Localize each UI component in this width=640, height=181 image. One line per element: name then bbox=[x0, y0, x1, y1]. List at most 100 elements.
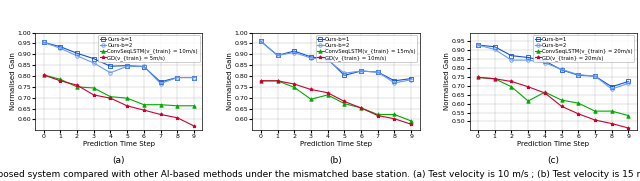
ConvSeqLSTM(v_{train} = 20m/s) bbox=[591, 110, 599, 112]
Ours-b=2 bbox=[291, 51, 298, 54]
Ours-b=2 bbox=[307, 57, 315, 59]
Ours-b=1 bbox=[591, 75, 599, 77]
GD(v_{train} = 5m/s) bbox=[140, 109, 148, 111]
GD(v_{train} = 5m/s) bbox=[106, 97, 114, 99]
ConvSeqLSTM(v_{train} = 10m/s) bbox=[106, 96, 114, 98]
ConvSeqLSTM(v_{train} = 15m/s) bbox=[390, 113, 398, 115]
Ours-b=2 bbox=[474, 44, 482, 46]
GD(v_{train} = 10m/s) bbox=[324, 92, 332, 94]
GD(v_{train} = 20m/s) bbox=[558, 105, 566, 107]
Ours-b=1 bbox=[56, 46, 64, 48]
ConvSeqLSTM(v_{train} = 20m/s) bbox=[575, 102, 582, 104]
ConvSeqLSTM(v_{train} = 10m/s) bbox=[173, 105, 181, 107]
GD(v_{train} = 20m/s) bbox=[508, 80, 515, 83]
Legend: Ours-b=1, Ours-b=2, ConvSeqLSTM(v_{train} = 10m/s), GD(v_{train} = 5m/s): Ours-b=1, Ours-b=2, ConvSeqLSTM(v_{train… bbox=[99, 35, 200, 62]
Ours-b=1 bbox=[73, 52, 81, 54]
Ours-b=2 bbox=[173, 76, 181, 79]
Ours-b=1 bbox=[40, 41, 47, 43]
Line: Ours-b=2: Ours-b=2 bbox=[476, 43, 630, 91]
ConvSeqLSTM(v_{train} = 10m/s) bbox=[140, 104, 148, 106]
Ours-b=1 bbox=[291, 50, 298, 52]
Ours-b=2 bbox=[73, 55, 81, 57]
Ours-b=2 bbox=[541, 62, 548, 64]
Ours-b=2 bbox=[324, 59, 332, 61]
Line: ConvSeqLSTM(v_{train} = 20m/s): ConvSeqLSTM(v_{train} = 20m/s) bbox=[476, 76, 630, 117]
Line: Ours-b=2: Ours-b=2 bbox=[42, 41, 196, 85]
ConvSeqLSTM(v_{train} = 20m/s) bbox=[625, 115, 632, 117]
Ours-b=2 bbox=[374, 71, 381, 73]
X-axis label: Prediction Time Step: Prediction Time Step bbox=[83, 141, 155, 147]
Legend: Ours-b=1, Ours-b=2, ConvSeqLSTM(v_{train} = 15m/s), GD(v_{train} = 10m/s): Ours-b=1, Ours-b=2, ConvSeqLSTM(v_{train… bbox=[316, 35, 417, 62]
Text: (c): (c) bbox=[547, 156, 559, 165]
Ours-b=2 bbox=[408, 79, 415, 81]
ConvSeqLSTM(v_{train} = 15m/s) bbox=[374, 113, 381, 115]
Line: Ours-b=1: Ours-b=1 bbox=[476, 43, 630, 89]
Ours-b=1 bbox=[190, 76, 198, 79]
GD(v_{train} = 5m/s) bbox=[157, 113, 164, 115]
Line: GD(v_{train} = 20m/s): GD(v_{train} = 20m/s) bbox=[476, 76, 630, 130]
GD(v_{train} = 20m/s) bbox=[491, 78, 499, 80]
GD(v_{train} = 5m/s) bbox=[56, 80, 64, 82]
Y-axis label: Normalised Gain: Normalised Gain bbox=[444, 52, 451, 110]
Ours-b=2 bbox=[340, 72, 348, 74]
GD(v_{train} = 20m/s) bbox=[608, 123, 616, 125]
ConvSeqLSTM(v_{train} = 15m/s) bbox=[357, 107, 365, 109]
Ours-b=1 bbox=[124, 64, 131, 67]
Ours-b=2 bbox=[608, 88, 616, 90]
Ours-b=1 bbox=[90, 58, 97, 60]
Ours-b=1 bbox=[474, 44, 482, 46]
GD(v_{train} = 10m/s) bbox=[274, 80, 282, 82]
GD(v_{train} = 5m/s) bbox=[124, 105, 131, 107]
Line: GD(v_{train} = 5m/s): GD(v_{train} = 5m/s) bbox=[42, 73, 196, 128]
Y-axis label: Normalised Gain: Normalised Gain bbox=[10, 52, 16, 110]
GD(v_{train} = 5m/s) bbox=[173, 117, 181, 119]
Ours-b=2 bbox=[390, 82, 398, 84]
ConvSeqLSTM(v_{train} = 10m/s) bbox=[56, 78, 64, 80]
Ours-b=1 bbox=[541, 60, 548, 62]
ConvSeqLSTM(v_{train} = 20m/s) bbox=[474, 76, 482, 78]
GD(v_{train} = 20m/s) bbox=[524, 86, 532, 88]
GD(v_{train} = 5m/s) bbox=[90, 94, 97, 96]
GD(v_{train} = 5m/s) bbox=[40, 74, 47, 76]
Ours-b=1 bbox=[257, 40, 265, 42]
ConvSeqLSTM(v_{train} = 15m/s) bbox=[307, 98, 315, 100]
Ours-b=2 bbox=[56, 47, 64, 49]
ConvSeqLSTM(v_{train} = 20m/s) bbox=[491, 78, 499, 80]
ConvSeqLSTM(v_{train} = 20m/s) bbox=[541, 91, 548, 93]
GD(v_{train} = 10m/s) bbox=[291, 83, 298, 85]
X-axis label: Prediction Time Step: Prediction Time Step bbox=[300, 141, 372, 147]
Ours-b=2 bbox=[157, 83, 164, 85]
ConvSeqLSTM(v_{train} = 15m/s) bbox=[274, 80, 282, 82]
ConvSeqLSTM(v_{train} = 20m/s) bbox=[524, 100, 532, 102]
Ours-b=1 bbox=[173, 76, 181, 79]
Ours-b=1 bbox=[390, 80, 398, 82]
Ours-b=1 bbox=[408, 77, 415, 80]
Ours-b=1 bbox=[575, 74, 582, 76]
Ours-b=1 bbox=[608, 86, 616, 88]
ConvSeqLSTM(v_{train} = 20m/s) bbox=[608, 110, 616, 112]
GD(v_{train} = 5m/s) bbox=[73, 84, 81, 86]
Line: Ours-b=1: Ours-b=1 bbox=[42, 41, 196, 84]
ConvSeqLSTM(v_{train} = 15m/s) bbox=[408, 120, 415, 122]
Ours-b=1 bbox=[374, 71, 381, 73]
Text: (a): (a) bbox=[113, 156, 125, 165]
Ours-b=2 bbox=[90, 62, 97, 64]
GD(v_{train} = 20m/s) bbox=[625, 127, 632, 129]
GD(v_{train} = 10m/s) bbox=[357, 107, 365, 109]
Line: Ours-b=2: Ours-b=2 bbox=[259, 39, 413, 85]
GD(v_{train} = 5m/s) bbox=[190, 125, 198, 127]
ConvSeqLSTM(v_{train} = 10m/s) bbox=[157, 104, 164, 106]
GD(v_{train} = 20m/s) bbox=[541, 92, 548, 94]
Ours-b=2 bbox=[575, 74, 582, 76]
ConvSeqLSTM(v_{train} = 20m/s) bbox=[508, 86, 515, 88]
GD(v_{train} = 10m/s) bbox=[307, 88, 315, 90]
ConvSeqLSTM(v_{train} = 10m/s) bbox=[73, 86, 81, 88]
Ours-b=1 bbox=[340, 74, 348, 76]
Ours-b=1 bbox=[324, 58, 332, 60]
GD(v_{train} = 20m/s) bbox=[575, 113, 582, 115]
ConvSeqLSTM(v_{train} = 15m/s) bbox=[324, 94, 332, 96]
Ours-b=1 bbox=[558, 69, 566, 71]
ConvSeqLSTM(v_{train} = 20m/s) bbox=[558, 99, 566, 101]
Text: Fig. 3.  Performance of the proposed system compared with other AI-based methods: Fig. 3. Performance of the proposed syst… bbox=[0, 170, 640, 179]
Ours-b=2 bbox=[124, 65, 131, 67]
